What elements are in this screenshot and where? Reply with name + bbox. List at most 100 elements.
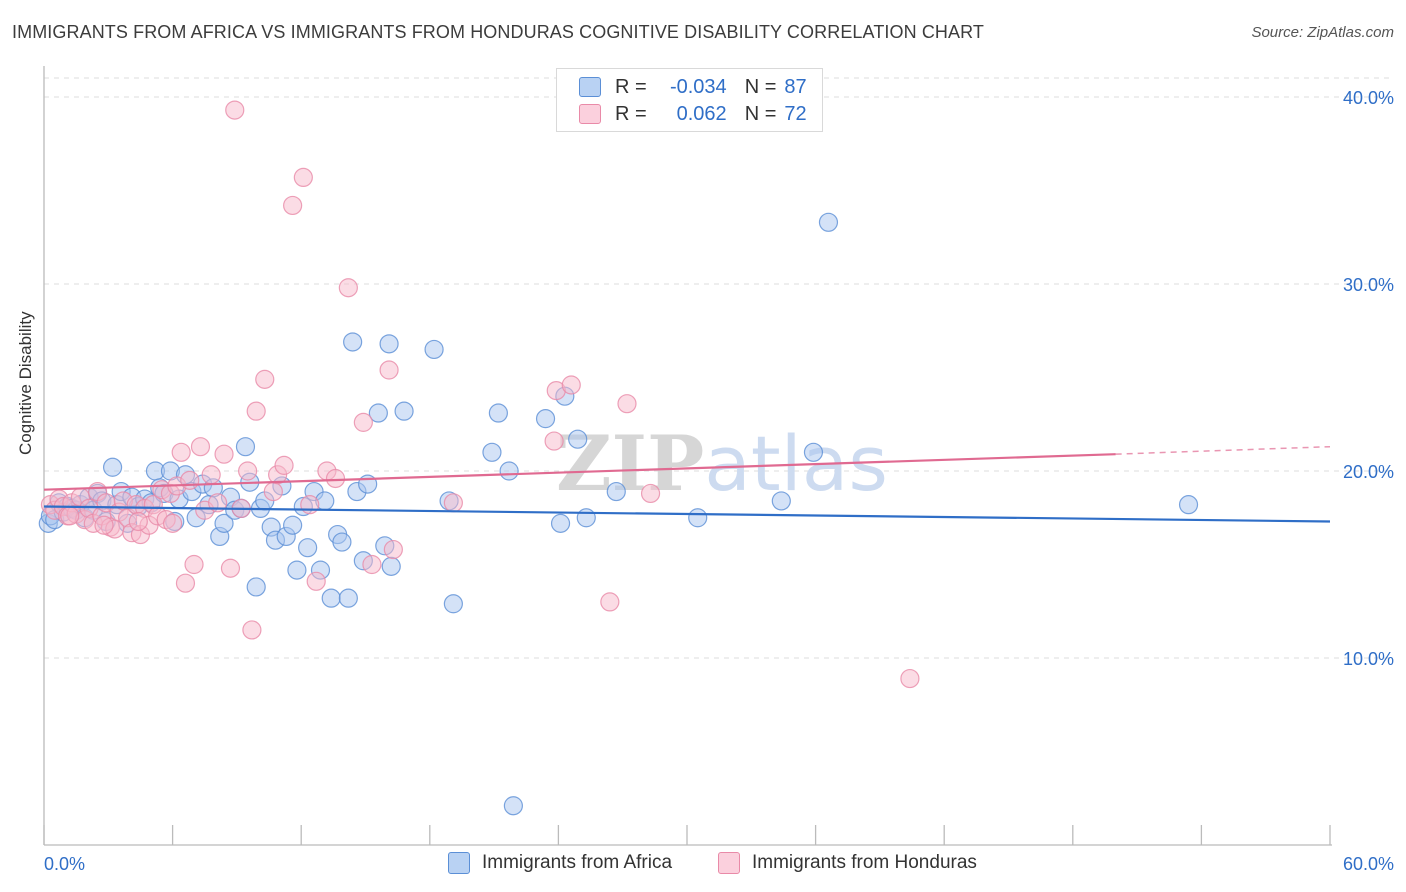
africa-point <box>235 437 256 457</box>
africa-point <box>576 508 596 528</box>
y-tick-label: 30.0% <box>1343 275 1394 295</box>
honduras-legend-swatch <box>718 852 740 874</box>
series-legend: Immigrants from Africa Immigrants from H… <box>0 852 1406 876</box>
chart-title: IMMIGRANTS FROM AFRICA VS IMMIGRANTS FRO… <box>12 22 984 42</box>
africa-n-label: N = <box>744 75 777 98</box>
africa-point <box>818 212 839 232</box>
honduras-point <box>617 394 637 414</box>
africa-point <box>287 560 307 580</box>
honduras-point <box>220 558 241 578</box>
honduras-point <box>201 465 221 485</box>
honduras-n-value: 72 <box>784 102 807 125</box>
legend-item-honduras[interactable]: Immigrants from Honduras <box>718 852 977 874</box>
honduras-point <box>353 412 373 432</box>
honduras-point <box>175 573 196 593</box>
africa-point <box>368 403 388 423</box>
honduras-point <box>293 167 313 188</box>
honduras-point <box>300 495 320 515</box>
y-tick-label: 40.0% <box>1343 88 1394 108</box>
honduras-point <box>283 195 303 216</box>
honduras-point <box>306 571 326 591</box>
africa-point <box>394 401 414 421</box>
honduras-point <box>544 431 564 451</box>
honduras-point <box>94 515 114 535</box>
africa-trend-line <box>43 505 1331 523</box>
africa-point <box>298 538 318 558</box>
africa-swatch <box>579 77 601 97</box>
honduras-point <box>242 620 262 640</box>
x-tick-label-min: 0.0% <box>44 854 85 874</box>
honduras-r-label: R = <box>615 102 647 125</box>
legend-row-africa: R = -0.034 N = 87 <box>579 75 807 99</box>
x-tick-label-max: 60.0% <box>1343 854 1394 874</box>
africa-point <box>343 332 363 352</box>
africa-point <box>443 594 463 614</box>
honduras-point <box>246 401 266 421</box>
honduras-trend-extension <box>1115 445 1331 455</box>
honduras-point <box>443 493 463 513</box>
africa-point <box>283 515 303 535</box>
correlation-legend: R = -0.034 N = 87 R = 0.062 N = 72 <box>556 68 823 132</box>
honduras-point <box>255 369 275 389</box>
honduras-point <box>184 554 204 575</box>
honduras-point <box>208 493 228 513</box>
honduras-point <box>362 554 382 575</box>
africa-r-value: -0.034 <box>669 75 727 98</box>
honduras-point <box>600 592 620 612</box>
africa-point <box>606 481 626 502</box>
africa-point <box>771 491 791 511</box>
honduras-point <box>640 483 661 504</box>
honduras-point <box>60 506 80 526</box>
honduras-point <box>225 100 245 120</box>
y-axis-label: Cognitive Disability <box>16 311 35 455</box>
y-tick-label: 20.0% <box>1343 462 1394 482</box>
honduras-point <box>180 470 200 490</box>
honduras-point <box>190 437 211 457</box>
africa-legend-swatch <box>448 852 470 874</box>
africa-point <box>568 429 588 449</box>
africa-point <box>482 442 502 462</box>
y-tick-label: 10.0% <box>1343 649 1394 669</box>
honduras-point <box>338 278 358 298</box>
africa-point <box>246 577 266 597</box>
honduras-point <box>274 455 294 475</box>
honduras-point <box>171 442 191 462</box>
africa-legend-label: Immigrants from Africa <box>482 852 673 873</box>
honduras-r-value: 0.062 <box>676 102 727 125</box>
honduras-trend-line <box>43 453 1116 491</box>
africa-point <box>321 588 341 608</box>
source-credit: Source: ZipAtlas.com <box>1251 24 1394 41</box>
honduras-point <box>379 360 399 380</box>
honduras-point <box>900 668 920 689</box>
africa-point <box>803 442 824 462</box>
legend-row-honduras: R = 0.062 N = 72 <box>579 102 807 126</box>
africa-point <box>503 796 523 816</box>
africa-point <box>688 508 708 528</box>
honduras-swatch <box>579 104 601 124</box>
africa-r-label: R = <box>615 75 647 98</box>
africa-n-value: 87 <box>784 75 807 98</box>
honduras-point <box>325 468 346 489</box>
africa-point <box>102 457 123 477</box>
africa-point <box>1178 495 1199 515</box>
honduras-point <box>238 461 258 481</box>
honduras-point <box>214 444 234 464</box>
africa-point <box>499 461 519 481</box>
honduras-legend-label: Immigrants from Honduras <box>752 852 977 873</box>
africa-point <box>214 513 234 533</box>
honduras-n-label: N = <box>744 102 777 125</box>
honduras-point <box>263 481 283 502</box>
africa-point <box>424 339 444 360</box>
africa-point <box>379 334 399 354</box>
honduras-point <box>383 539 403 560</box>
africa-point <box>338 588 358 608</box>
africa-point <box>332 532 352 552</box>
legend-item-africa[interactable]: Immigrants from Africa <box>448 852 672 874</box>
honduras-point <box>128 511 148 532</box>
africa-point <box>488 403 508 423</box>
honduras-point <box>561 375 581 395</box>
honduras-point <box>163 513 183 533</box>
africa-point <box>381 556 401 576</box>
africa-point <box>535 409 556 429</box>
